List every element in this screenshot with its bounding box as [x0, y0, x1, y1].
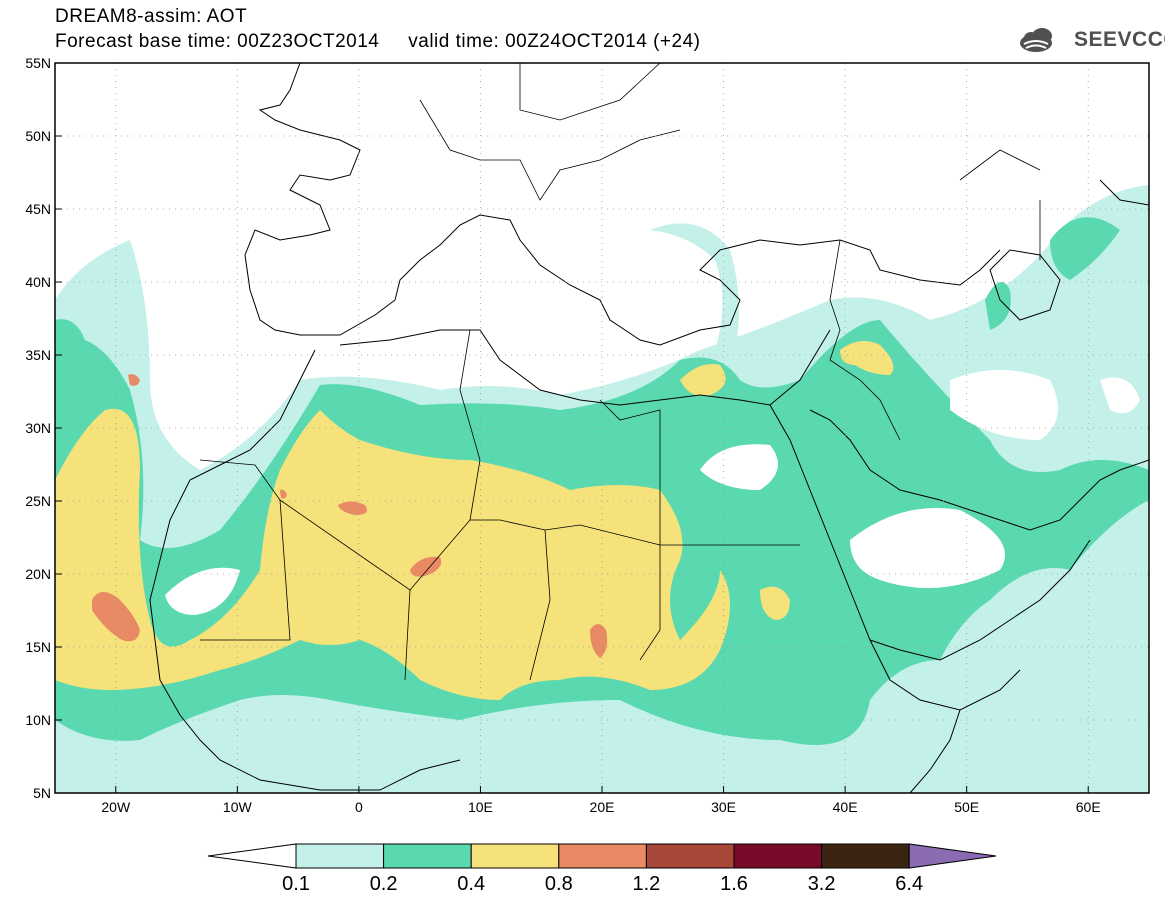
longitude-axis: 20W 10W 0 10E 20E 30E 40E 50E 60E — [101, 786, 1101, 815]
lat-tick-label: 25N — [25, 493, 51, 509]
lon-tick-label: 30E — [711, 799, 736, 815]
colorbar-label: 0.2 — [369, 873, 398, 895]
colorbar-low-triangle — [207, 843, 297, 869]
colorbar-high-triangle — [908, 843, 997, 869]
logo-text: SEEVCCC — [1074, 28, 1165, 51]
lat-tick-label: 10N — [25, 712, 51, 728]
country-borders — [199, 63, 1041, 681]
lat-tick-label: 15N — [25, 639, 51, 655]
colorbar-segment — [383, 843, 472, 869]
lat-tick-label: 35N — [25, 347, 51, 363]
lat-tick-label: 5N — [33, 785, 51, 801]
colorbar-label: 0.4 — [457, 873, 486, 895]
lat-tick-label: 30N — [25, 420, 51, 436]
colorbar-segment — [470, 843, 560, 869]
colorbar-segment — [733, 843, 823, 869]
aot-clear-areas — [165, 370, 1140, 615]
colorbar-label: 3.2 — [807, 873, 836, 895]
map-title: DREAM8-assim: AOT — [55, 6, 248, 27]
aot-level-0-8 — [92, 374, 608, 658]
lon-tick-label: 40E — [833, 799, 858, 815]
colorbar-segment — [295, 843, 385, 869]
lon-tick-label: 10W — [223, 799, 253, 815]
lon-tick-label: 10E — [468, 799, 493, 815]
cloud-icon — [1020, 28, 1052, 52]
lat-tick-label: 55N — [25, 55, 51, 71]
lat-tick-label: 45N — [25, 201, 51, 217]
lat-tick-label: 40N — [25, 274, 51, 290]
lon-tick-label: 50E — [954, 799, 979, 815]
lon-tick-label: 20E — [590, 799, 615, 815]
forecast-time-subtitle: Forecast base time: 00Z23OCT2014 valid t… — [55, 31, 701, 52]
lat-tick-label: 50N — [25, 128, 51, 144]
latitude-axis: 55N 50N 45N 40N 35N 30N 25N 20N 15N 10N 5N — [25, 55, 62, 801]
lon-tick-label: 60E — [1076, 799, 1101, 815]
colorbar-label: 0.8 — [544, 873, 573, 895]
colorbar-label: 1.2 — [632, 873, 661, 895]
colorbar-segment — [645, 843, 735, 869]
colorbar-label: 6.4 — [895, 873, 924, 895]
colorbar-label: 0.1 — [282, 873, 310, 895]
lon-tick-label: 0 — [355, 799, 363, 815]
lon-tick-label: 20W — [101, 799, 131, 815]
colorbar-segment — [821, 843, 910, 869]
lat-tick-label: 20N — [25, 566, 51, 582]
aot-level-0-4 — [55, 341, 894, 700]
colorbar-segment — [558, 843, 647, 869]
coastlines — [149, 63, 1149, 793]
colorbar — [207, 843, 997, 869]
colorbar-label: 1.6 — [720, 873, 748, 895]
